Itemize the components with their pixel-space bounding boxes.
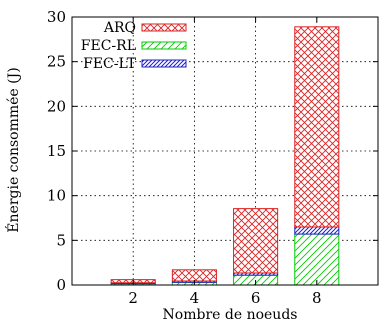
y-tick-label: 15 (47, 142, 66, 160)
x-tick-label: 4 (190, 289, 200, 307)
legend-swatch-fec-rl (141, 41, 187, 50)
legend-label-arq: ARQ (103, 20, 136, 36)
y-tick-label: 0 (56, 276, 66, 294)
y-tick-label: 5 (56, 231, 66, 249)
legend-swatch-fec-lt (141, 59, 187, 68)
y-tick-label: 25 (47, 53, 66, 71)
bar-arq-4 (171, 269, 217, 282)
ticks-layer: 0 5 10 15 20 25 30 2 4 6 8 (47, 8, 378, 307)
legend-label-fec-lt: FEC-LT (83, 56, 137, 72)
x-tick-label: 8 (312, 289, 322, 307)
y-tick-label: 10 (47, 187, 66, 205)
bar-fec-rl-8 (294, 233, 340, 286)
legend-swatch-arq (141, 23, 187, 32)
y-tick-label: 30 (47, 8, 66, 26)
grid-layer (72, 17, 378, 285)
y-tick-label: 20 (47, 97, 66, 115)
legend-label-fec-rl: FEC-RL (81, 38, 136, 54)
x-tick-label: 6 (251, 289, 261, 307)
x-axis-title: Nombre de noeuds (163, 307, 298, 323)
legend: ARQ FEC-RL FEC-LT (81, 20, 187, 72)
bar-arq-6 (233, 208, 279, 274)
bar-arq-8 (294, 26, 340, 228)
y-axis-title: Énergie consommée (J) (4, 67, 22, 232)
bar-fec-lt-8 (294, 226, 340, 235)
x-tick-label: 2 (128, 289, 138, 307)
bars-layer (110, 26, 340, 286)
